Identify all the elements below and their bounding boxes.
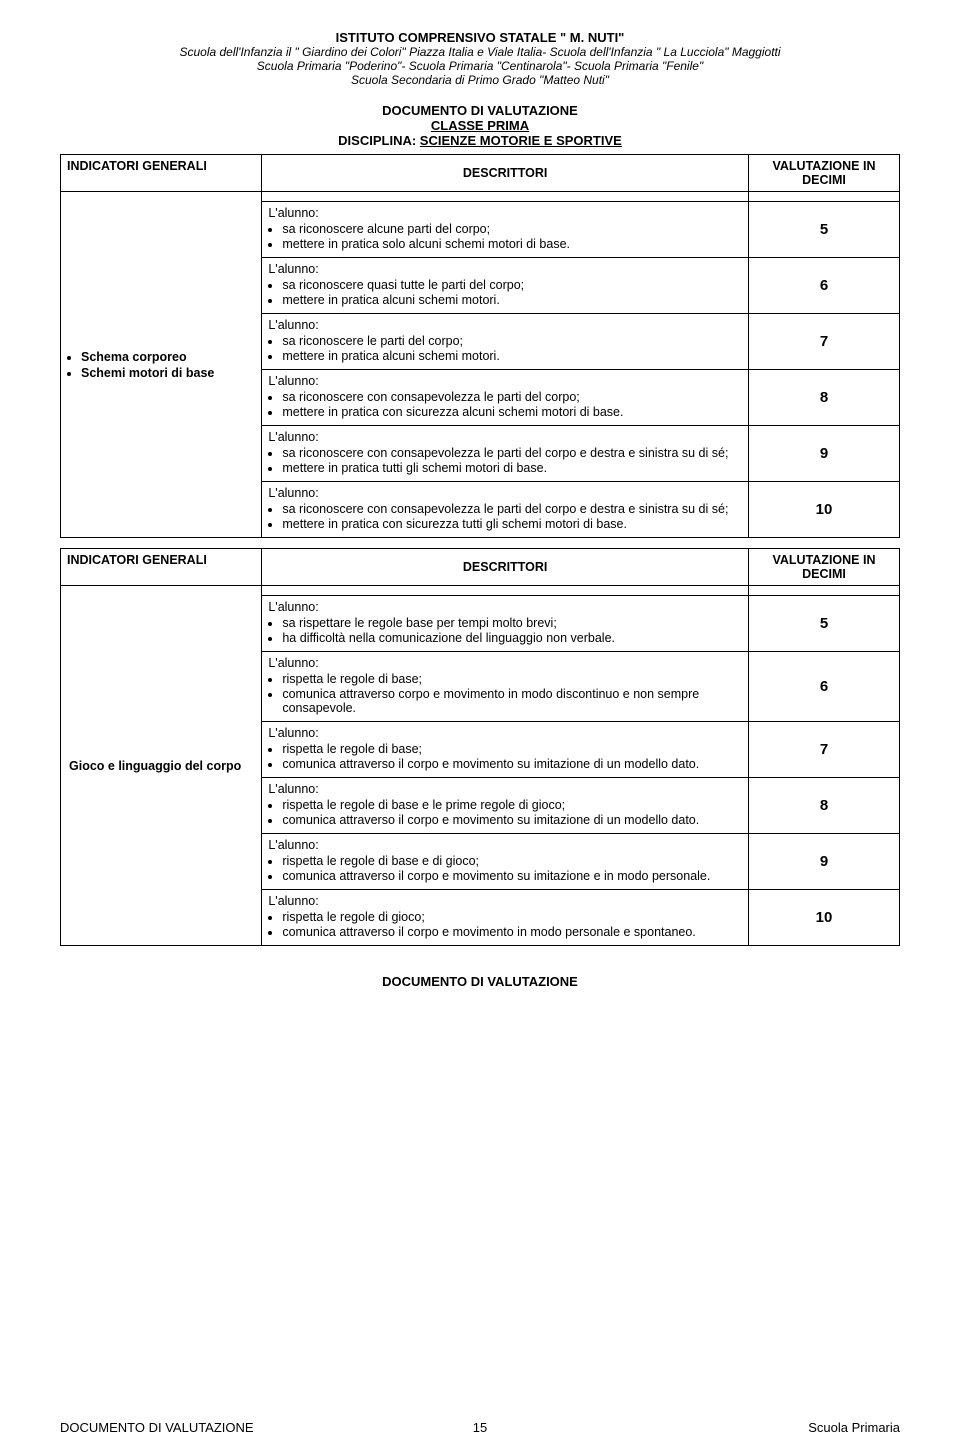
score-cell: 5 xyxy=(748,202,899,258)
descriptor-cell: L'alunno: rispetta le regole di base e d… xyxy=(262,834,749,890)
header-line2: Scuola dell'Infanzia il " Giardino dei C… xyxy=(60,45,900,59)
row-bullet: sa riconoscere quasi tutte le parti del … xyxy=(282,278,742,292)
indicator-cell: Schema corporeo Schemi motori di base xyxy=(61,192,262,538)
row-bullet: rispetta le regole di base e le prime re… xyxy=(282,798,742,812)
score-cell: 6 xyxy=(748,258,899,314)
footer-page-number: 15 xyxy=(60,1420,900,1435)
score-cell: 7 xyxy=(748,314,899,370)
descriptor-cell: L'alunno: sa riconoscere alcune parti de… xyxy=(262,202,749,258)
indicator-2: Schemi motori di base xyxy=(81,366,255,380)
title-line3: DISCIPLINA: SCIENZE MOTORIE E SPORTIVE xyxy=(60,133,900,148)
score-cell: 10 xyxy=(748,890,899,946)
row-bullet: sa riconoscere le parti del corpo; xyxy=(282,334,742,348)
row-lead: L'alunno: xyxy=(268,782,318,796)
row-bullet: comunica attraverso corpo e movimento in… xyxy=(282,687,742,715)
descriptor-cell: L'alunno: sa riconoscere con consapevole… xyxy=(262,370,749,426)
row-bullet: rispetta le regole di base e di gioco; xyxy=(282,854,742,868)
score-cell: 9 xyxy=(748,834,899,890)
row-bullet: comunica attraverso il corpo e movimento… xyxy=(282,925,742,939)
row-lead: L'alunno: xyxy=(268,430,318,444)
row-bullet: rispetta le regole di base; xyxy=(282,672,742,686)
row-bullet: comunica attraverso il corpo e movimento… xyxy=(282,813,742,827)
col-header-indicators: INDICATORI GENERALI xyxy=(61,155,262,192)
row-lead: L'alunno: xyxy=(268,262,318,276)
descriptor-cell: L'alunno: rispetta le regole di base e l… xyxy=(262,778,749,834)
spacer-row: Gioco e linguaggio del corpo xyxy=(61,586,900,596)
descriptor-cell: L'alunno: sa riconoscere con consapevole… xyxy=(262,482,749,538)
row-bullet: sa riconoscere con consapevolezza le par… xyxy=(282,502,742,516)
score-cell: 5 xyxy=(748,596,899,652)
descriptor-cell: L'alunno: sa riconoscere le parti del co… xyxy=(262,314,749,370)
page-footer: DOCUMENTO DI VALUTAZIONE 15 Scuola Prima… xyxy=(60,1420,900,1435)
col-header-valuation: VALUTAZIONE IN DECIMI xyxy=(748,549,899,586)
row-bullet: sa riconoscere alcune parti del corpo; xyxy=(282,222,742,236)
row-lead: L'alunno: xyxy=(268,600,318,614)
evaluation-table-1: INDICATORI GENERALI DESCRITTORI VALUTAZI… xyxy=(60,154,900,538)
descriptor-cell: L'alunno: sa rispettare le regole base p… xyxy=(262,596,749,652)
row-lead: L'alunno: xyxy=(268,726,318,740)
row-bullet: mettere in pratica con sicurezza tutti g… xyxy=(282,517,742,531)
title-line3-subject: SCIENZE MOTORIE E SPORTIVE xyxy=(420,133,622,148)
descriptor-cell: L'alunno: rispetta le regole di base;com… xyxy=(262,652,749,722)
title-line2: CLASSE PRIMA xyxy=(60,118,900,133)
score-cell: 6 xyxy=(748,652,899,722)
descriptor-cell: L'alunno: sa riconoscere quasi tutte le … xyxy=(262,258,749,314)
header-line3: Scuola Primaria "Poderino"- Scuola Prima… xyxy=(60,59,900,73)
row-lead: L'alunno: xyxy=(268,656,318,670)
row-bullet: mettere in pratica alcuni schemi motori. xyxy=(282,349,742,363)
col-header-descriptors: DESCRITTORI xyxy=(262,549,749,586)
bottom-title: DOCUMENTO DI VALUTAZIONE xyxy=(60,974,900,989)
row-bullet: mettere in pratica alcuni schemi motori. xyxy=(282,293,742,307)
descriptor-cell: L'alunno: sa riconoscere con consapevole… xyxy=(262,426,749,482)
title-line1: DOCUMENTO DI VALUTAZIONE xyxy=(60,103,900,118)
score-cell: 7 xyxy=(748,722,899,778)
page: ISTITUTO COMPRENSIVO STATALE " M. NUTI" … xyxy=(0,0,960,1455)
row-bullet: mettere in pratica solo alcuni schemi mo… xyxy=(282,237,742,251)
row-bullet: comunica attraverso il corpo e movimento… xyxy=(282,757,742,771)
row-lead: L'alunno: xyxy=(268,318,318,332)
row-lead: L'alunno: xyxy=(268,894,318,908)
row-lead: L'alunno: xyxy=(268,206,318,220)
title-line3-prefix: DISCIPLINA: xyxy=(338,133,420,148)
col-header-valuation: VALUTAZIONE IN DECIMI xyxy=(748,155,899,192)
header-line1: ISTITUTO COMPRENSIVO STATALE " M. NUTI" xyxy=(60,30,900,45)
score-cell: 8 xyxy=(748,370,899,426)
indicator-1: Schema corporeo xyxy=(81,350,255,364)
row-bullet: ha difficoltà nella comunicazione del li… xyxy=(282,631,742,645)
document-title-block: DOCUMENTO DI VALUTAZIONE CLASSE PRIMA DI… xyxy=(60,103,900,148)
header-line4: Scuola Secondaria di Primo Grado "Matteo… xyxy=(60,73,900,87)
score-cell: 8 xyxy=(748,778,899,834)
row-bullet: mettere in pratica con sicurezza alcuni … xyxy=(282,405,742,419)
col-header-descriptors: DESCRITTORI xyxy=(262,155,749,192)
row-lead: L'alunno: xyxy=(268,374,318,388)
row-bullet: comunica attraverso il corpo e movimento… xyxy=(282,869,742,883)
evaluation-table-2: INDICATORI GENERALI DESCRITTORI VALUTAZI… xyxy=(60,548,900,946)
col-header-indicators: INDICATORI GENERALI xyxy=(61,549,262,586)
row-bullet: mettere in pratica tutti gli schemi moto… xyxy=(282,461,742,475)
institute-header: ISTITUTO COMPRENSIVO STATALE " M. NUTI" … xyxy=(60,30,900,87)
descriptor-cell: L'alunno: rispetta le regole di base;com… xyxy=(262,722,749,778)
spacer-row: Schema corporeo Schemi motori di base xyxy=(61,192,900,202)
descriptor-cell: L'alunno: rispetta le regole di gioco;co… xyxy=(262,890,749,946)
row-lead: L'alunno: xyxy=(268,838,318,852)
row-bullet: sa riconoscere con consapevolezza le par… xyxy=(282,390,742,404)
row-bullet: sa riconoscere con consapevolezza le par… xyxy=(282,446,742,460)
score-cell: 9 xyxy=(748,426,899,482)
row-bullet: rispetta le regole di base; xyxy=(282,742,742,756)
row-bullet: rispetta le regole di gioco; xyxy=(282,910,742,924)
row-lead: L'alunno: xyxy=(268,486,318,500)
score-cell: 10 xyxy=(748,482,899,538)
indicator-cell: Gioco e linguaggio del corpo xyxy=(61,586,262,946)
row-bullet: sa rispettare le regole base per tempi m… xyxy=(282,616,742,630)
